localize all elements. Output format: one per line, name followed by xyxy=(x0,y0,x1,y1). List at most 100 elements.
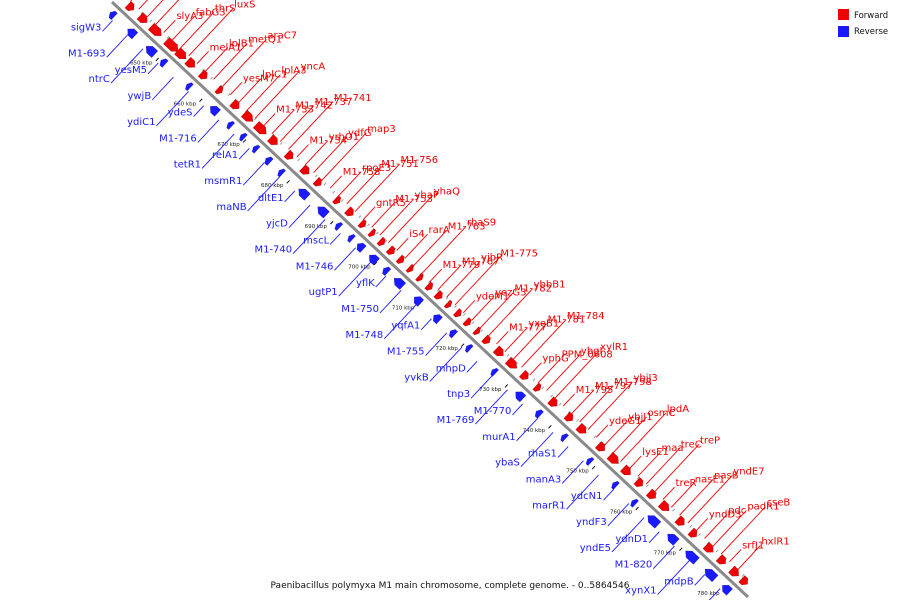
forward-gene-label[interactable]: M1-753 xyxy=(395,194,433,205)
forward-gene-label[interactable]: M1-797 xyxy=(595,381,633,392)
reverse-gene-label[interactable]: msmR1 xyxy=(204,176,242,187)
forward-gene-label[interactable]: rpoE3 xyxy=(362,163,391,174)
reverse-gene-label[interactable]: M1-746 xyxy=(296,261,334,272)
forward-gene-label[interactable]: PPM_0608 xyxy=(562,350,613,361)
forward-gene-label[interactable]: yndE7 xyxy=(733,466,764,477)
forward-gene-label[interactable]: M1-734 xyxy=(309,136,347,147)
forward-gene-label[interactable]: yezG3 xyxy=(495,287,526,298)
reverse-gene-label[interactable]: yesM5 xyxy=(115,65,147,76)
reverse-gene-label[interactable]: yjcD xyxy=(266,219,288,230)
forward-gene-label[interactable]: maa xyxy=(662,443,684,454)
forward-gene-label[interactable]: M1-795 xyxy=(576,385,614,396)
forward-gene-label[interactable]: srfJ1 xyxy=(742,540,764,551)
forward-gene-label[interactable]: cseB xyxy=(767,498,791,509)
forward-gene-label[interactable]: ydeM1 xyxy=(476,291,509,302)
reverse-gene-label[interactable]: M1-693 xyxy=(68,48,106,59)
forward-gene-label[interactable]: lysE1 xyxy=(642,447,669,458)
reverse-gene-label[interactable]: manA3 xyxy=(526,474,561,485)
reverse-gene-label[interactable]: sigW3 xyxy=(71,22,102,33)
reverse-gene-label[interactable]: maNB xyxy=(216,202,246,213)
reverse-gene-label[interactable]: M1-748 xyxy=(346,330,384,341)
reverse-gene-label[interactable]: M1-755 xyxy=(387,347,425,358)
reverse-gene-label[interactable]: ydiC1 xyxy=(127,117,155,128)
forward-gene-label[interactable]: treP xyxy=(700,435,720,446)
forward-gene-label[interactable]: lplC1 xyxy=(262,70,287,81)
reverse-gene-label[interactable]: M1-769 xyxy=(437,415,475,426)
reverse-gene-label[interactable]: relA1 xyxy=(212,150,238,161)
reverse-gene-label[interactable]: rhaS1 xyxy=(528,449,557,460)
forward-gene-label[interactable]: slyA3 xyxy=(176,11,203,22)
reverse-gene-label[interactable]: xynX1 xyxy=(625,586,656,597)
reverse-gene-label[interactable]: tetR1 xyxy=(174,159,201,170)
reverse-gene-label[interactable]: yndF3 xyxy=(576,517,607,528)
forward-gene-label[interactable]: rhaS9 xyxy=(467,217,496,228)
forward-gene-label[interactable]: M1-733 xyxy=(276,105,314,116)
forward-gene-label[interactable]: araC7 xyxy=(267,31,297,42)
forward-gene-label[interactable]: ybjJ3 xyxy=(633,373,657,384)
forward-gene-label[interactable]: M1-742 xyxy=(295,101,333,112)
reverse-gene-label[interactable]: yndE5 xyxy=(580,543,611,554)
forward-gene-label[interactable]: pdc xyxy=(728,505,746,516)
forward-gene-label[interactable]: ybgI xyxy=(581,346,603,357)
reverse-gene-label[interactable]: M1-716 xyxy=(159,133,197,144)
forward-gene-label[interactable]: ydeG1 xyxy=(609,416,642,427)
forward-gene-label[interactable]: osmC xyxy=(647,408,675,419)
forward-gene-label[interactable]: thrS xyxy=(215,3,236,14)
forward-gene-label[interactable]: ydfG xyxy=(348,128,372,139)
reverse-gene-label[interactable]: ydnD1 xyxy=(615,534,648,545)
forward-gene-label[interactable]: yphG xyxy=(542,354,568,365)
forward-gene-label[interactable]: ybjJ1 xyxy=(628,412,652,423)
reverse-gene-label[interactable]: ugtP1 xyxy=(309,287,338,298)
forward-gene-label[interactable]: yesM7 xyxy=(243,73,275,84)
reverse-gene-label[interactable]: yvkB xyxy=(404,372,429,383)
forward-gene-label[interactable]: map3 xyxy=(367,124,396,135)
forward-gene-label[interactable]: M1-775 xyxy=(500,249,538,260)
reverse-gene-label[interactable]: ydcN1 xyxy=(571,491,603,502)
forward-gene-label[interactable]: M1-751 xyxy=(381,159,419,170)
forward-gene-label[interactable]: M1-758 xyxy=(343,167,381,178)
forward-gene-label[interactable]: lplB1 xyxy=(229,38,254,49)
forward-gene-label[interactable]: M1-741 xyxy=(334,93,372,104)
forward-gene-label[interactable]: gntR5 xyxy=(376,198,406,209)
reverse-gene-label[interactable]: murA1 xyxy=(482,432,515,443)
forward-gene-label[interactable]: yhaQ xyxy=(434,186,460,197)
forward-gene-label[interactable]: M1-763 xyxy=(448,221,486,232)
reverse-gene-label[interactable]: ybaS xyxy=(495,458,520,469)
forward-gene-label[interactable]: yncA xyxy=(301,62,326,73)
forward-gene-label[interactable]: nasB xyxy=(714,470,739,481)
reverse-gene-label[interactable]: yflK xyxy=(356,278,375,289)
forward-gene-label[interactable]: iS4 xyxy=(409,229,425,240)
forward-gene-label[interactable]: M1-782 xyxy=(514,284,552,295)
reverse-gene-label[interactable]: tnp3 xyxy=(447,389,470,400)
reverse-gene-label[interactable]: mscL xyxy=(303,235,329,246)
reverse-gene-label[interactable]: mhpD xyxy=(436,363,466,374)
forward-gene-label[interactable]: padR1 xyxy=(747,502,779,513)
forward-gene-label[interactable]: lplA3 xyxy=(281,66,306,77)
forward-gene-label[interactable]: M1-767 xyxy=(462,256,500,267)
forward-gene-label[interactable]: rarA xyxy=(429,225,450,236)
reverse-gene-label[interactable]: ywjB xyxy=(127,91,151,102)
forward-gene-label[interactable]: xylR1 xyxy=(600,342,628,353)
reverse-gene-label[interactable]: M1-820 xyxy=(615,560,653,571)
reverse-gene-label[interactable]: mdpB xyxy=(664,576,693,587)
forward-gene-label[interactable]: yhaP xyxy=(415,190,439,201)
reverse-gene-label[interactable]: M1-770 xyxy=(474,406,512,417)
forward-gene-label[interactable]: M1-756 xyxy=(400,155,438,166)
forward-gene-label[interactable]: melA1 xyxy=(210,42,242,53)
forward-gene-label[interactable]: treR xyxy=(676,478,697,489)
forward-gene-label[interactable]: hxlR1 xyxy=(761,537,789,548)
forward-gene-label[interactable]: M1-777 xyxy=(509,323,547,334)
reverse-gene-label[interactable]: ydeS xyxy=(168,108,193,119)
forward-gene-label[interactable]: yxeB1 xyxy=(528,319,559,330)
forward-gene-label[interactable]: M1-781 xyxy=(548,315,586,326)
forward-gene-label[interactable]: yndD3 xyxy=(709,509,742,520)
forward-gene-label[interactable]: nasE1 xyxy=(695,474,725,485)
forward-gene-label[interactable]: yrhO1 xyxy=(329,132,359,143)
reverse-gene-label[interactable]: ntrC xyxy=(89,74,110,85)
forward-gene-label[interactable]: fabG3 xyxy=(196,7,226,18)
forward-gene-label[interactable]: ybbB1 xyxy=(534,280,566,291)
reverse-gene-label[interactable]: M1-750 xyxy=(341,304,379,315)
reverse-gene-label[interactable]: yqfA1 xyxy=(391,321,420,332)
forward-gene-label[interactable]: M1-737 xyxy=(315,97,353,108)
